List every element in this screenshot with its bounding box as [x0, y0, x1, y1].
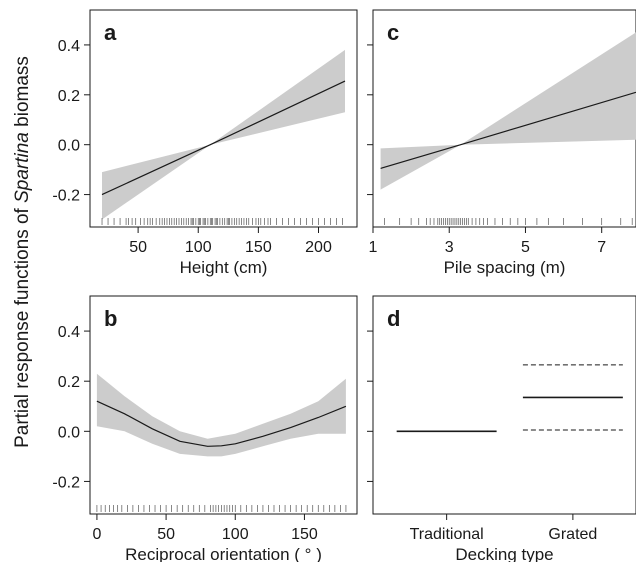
panel-letter-a: a — [104, 20, 117, 45]
y-tick-label: 0.2 — [58, 374, 80, 391]
panel-frame — [372, 295, 636, 515]
x-tick-label: 100 — [222, 526, 249, 543]
x-tick-label: 100 — [185, 239, 212, 256]
x-axis-title: Decking type — [455, 545, 553, 562]
x-tick-label: 50 — [129, 239, 147, 256]
x-tick-label: 3 — [445, 239, 454, 256]
panel-letter-b: b — [104, 306, 117, 331]
panel-d: Traditional Grated d Decking type — [367, 295, 636, 562]
panel-letter-c: c — [387, 20, 399, 45]
panels: -0.2 0.0 0.2 0.4 50 100 150 200 a Height (cm) 1 3 5 7… — [52, 9, 636, 562]
x-axis-title: Height (cm) — [180, 258, 268, 277]
x-tick-label: 50 — [157, 526, 175, 543]
panel-letter-d: d — [387, 306, 400, 331]
panel-frame — [89, 295, 358, 515]
x-tick-label: 150 — [245, 239, 272, 256]
panel-c: 1 3 5 7 c Pile spacing (m) — [367, 9, 636, 277]
y-tick-label: 0.0 — [58, 138, 80, 155]
y-tick-label: 0.0 — [58, 424, 80, 441]
x-tick-label: 1 — [369, 239, 378, 256]
confidence-band — [380, 32, 636, 190]
x-tick-label: 150 — [291, 526, 318, 543]
panel-frame — [372, 9, 636, 228]
fitted-line — [96, 400, 347, 447]
panel-frame — [89, 9, 358, 228]
confidence-band — [102, 49, 345, 220]
y-tick-label: -0.2 — [52, 474, 80, 491]
x-tick-label: 200 — [305, 239, 332, 256]
y-axis-title: Partial response functions of Spartina b… — [12, 56, 33, 448]
x-tick-label: Grated — [548, 526, 597, 543]
confidence-band — [96, 373, 346, 457]
panel-a: -0.2 0.0 0.2 0.4 50 100 150 200 a Height (cm) — [52, 9, 358, 277]
panel-b: -0.2 0.0 0.2 0.4 0 50 100 150 b Reciprocal orient… — [52, 295, 358, 562]
x-tick-label: Traditional — [410, 526, 484, 543]
x-axis-title: Reciprocal orientation ( ° ) — [125, 545, 322, 562]
x-tick-label: 0 — [92, 526, 101, 543]
x-tick-label: 7 — [597, 239, 606, 256]
y-tick-label: 0.2 — [58, 88, 80, 105]
fitted-line — [380, 91, 636, 169]
y-tick-label: 0.4 — [58, 324, 80, 341]
y-tick-label: 0.4 — [58, 38, 80, 55]
fitted-line — [101, 80, 346, 196]
x-tick-label: 5 — [521, 239, 530, 256]
y-tick-label: -0.2 — [52, 188, 80, 205]
x-axis-title: Pile spacing (m) — [444, 258, 566, 277]
